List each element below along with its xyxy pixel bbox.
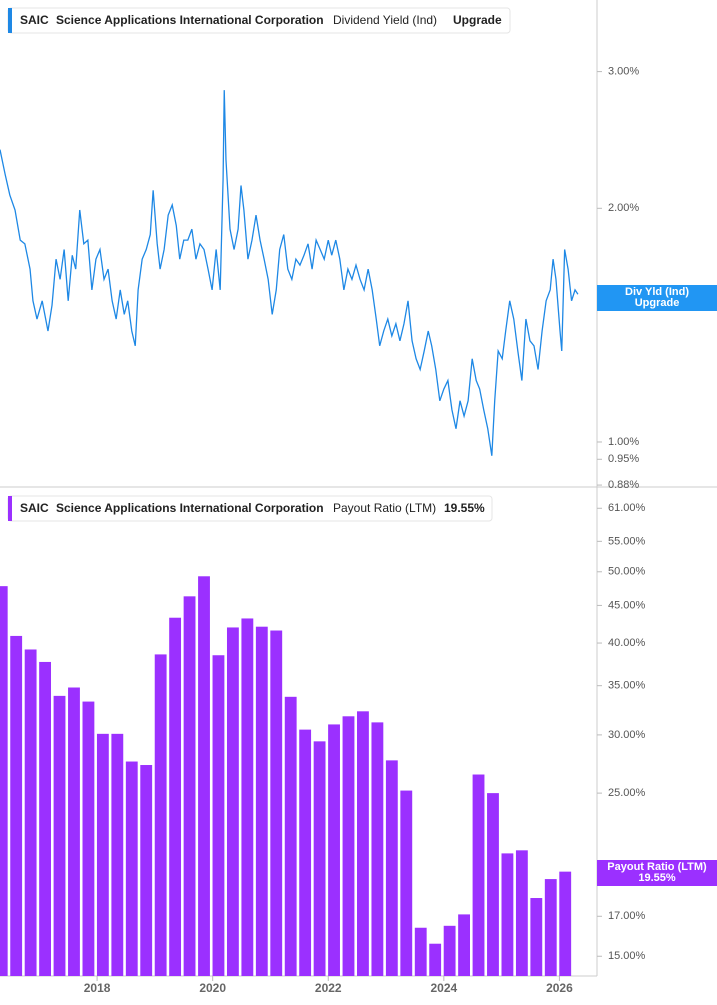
badge-label: Payout Ratio (LTM)	[607, 861, 707, 873]
bar	[241, 618, 254, 976]
bar	[487, 793, 499, 976]
y-tick-label: 40.00%	[608, 637, 646, 649]
bar	[198, 576, 210, 976]
bar	[0, 586, 8, 976]
y-tick-label: 50.00%	[608, 566, 646, 578]
y-tick-label: 25.00%	[608, 787, 646, 799]
line-series	[0, 90, 579, 456]
y-tick-label: 0.88%	[608, 479, 639, 491]
bar	[125, 761, 138, 976]
metric-value: 19.55%	[444, 501, 485, 515]
bar	[255, 626, 268, 976]
bar	[226, 627, 239, 976]
x-tick-label: 2022	[315, 981, 342, 995]
y-tick-label: 3.00%	[608, 66, 639, 78]
bar	[357, 711, 369, 976]
metric: Payout Ratio (LTM)	[333, 501, 436, 515]
axis-badge: Payout Ratio (LTM) 19.55%	[597, 860, 717, 886]
ticker: SAIC	[20, 501, 49, 515]
bar	[385, 760, 398, 976]
company: Science Applications International Corpo…	[56, 13, 324, 27]
bar	[443, 925, 456, 976]
bar	[212, 655, 225, 976]
company: Science Applications International Corpo…	[56, 501, 324, 515]
x-tick-label: 2018	[84, 981, 111, 995]
bar	[559, 871, 572, 976]
bar	[284, 696, 297, 976]
bar	[400, 790, 413, 976]
badge-value: 19.55%	[638, 872, 676, 884]
badge-box	[597, 860, 717, 886]
y-tick-label: 45.00%	[608, 599, 646, 611]
bar	[270, 630, 283, 976]
bar	[544, 879, 557, 976]
legend-swatch	[8, 496, 12, 521]
badge-value: Upgrade	[635, 297, 680, 309]
y-tick-label: 55.00%	[608, 535, 646, 547]
metric: Dividend Yield (Ind)	[333, 13, 437, 27]
bar	[515, 850, 528, 976]
legend: SAIC Science Applications International …	[7, 7, 511, 34]
bar	[68, 687, 80, 976]
x-tick-label: 2026	[546, 981, 573, 995]
bar	[10, 635, 23, 976]
y-tick-label: 15.00%	[608, 950, 646, 962]
y-tick-label: 2.00%	[608, 202, 639, 214]
badge-box	[597, 285, 717, 311]
bar	[24, 649, 37, 976]
badge-label: Div Yld (Ind)	[625, 286, 689, 298]
bar	[472, 774, 485, 976]
legend-swatch	[8, 8, 12, 33]
y-tick-label: 35.00%	[608, 680, 646, 692]
bar	[82, 701, 95, 976]
bar	[111, 733, 124, 976]
bar	[313, 741, 326, 976]
y-tick-label: 0.95%	[608, 453, 639, 465]
bar	[429, 943, 442, 976]
bar	[458, 914, 471, 976]
bar	[342, 716, 355, 976]
bar	[328, 724, 340, 976]
bar	[39, 661, 52, 976]
bar	[96, 733, 109, 976]
bar	[183, 596, 196, 976]
bar	[501, 853, 514, 976]
ticker: SAIC	[20, 13, 49, 27]
bar	[530, 898, 543, 976]
bar	[140, 765, 153, 976]
metric-value: Upgrade	[453, 13, 502, 27]
bar	[169, 617, 182, 976]
x-tick-label: 2024	[430, 981, 457, 995]
bar	[414, 927, 427, 976]
y-tick-label: 61.00%	[608, 502, 646, 514]
y-tick-label: 17.00%	[608, 910, 646, 922]
axis-badge: Div Yld (Ind) Upgrade	[597, 285, 717, 311]
bar	[299, 729, 312, 976]
x-tick-label: 2020	[199, 981, 226, 995]
y-tick-label: 30.00%	[608, 729, 646, 741]
bar	[154, 654, 167, 976]
bar	[371, 722, 384, 976]
bar	[53, 695, 66, 976]
legend: SAIC Science Applications International …	[7, 495, 493, 522]
y-tick-label: 1.00%	[608, 436, 639, 448]
